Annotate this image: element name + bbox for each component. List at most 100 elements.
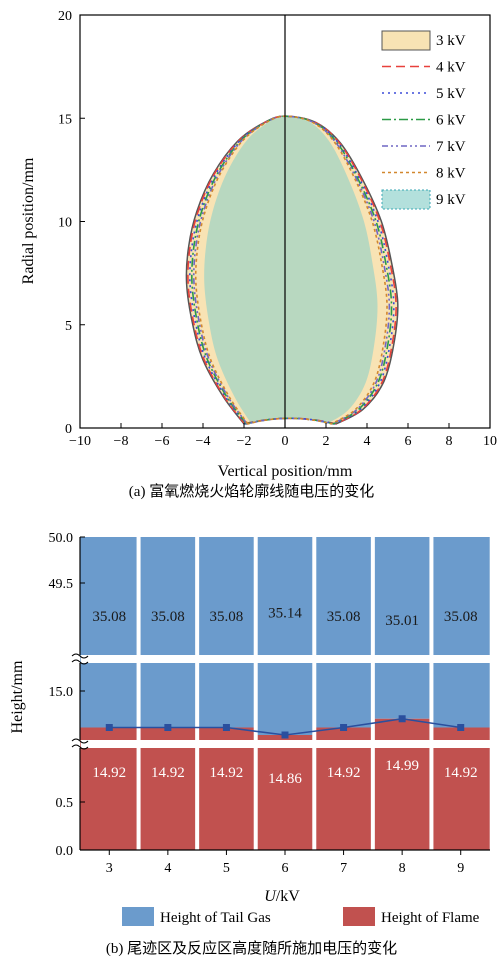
legend-label-9-kv: 9 kV	[436, 192, 466, 208]
axis-break-mark	[71, 744, 89, 750]
axis-break-gaps	[81, 537, 497, 850]
axis-break-mark	[71, 738, 89, 744]
y-axis-label: Radial position/mm	[20, 157, 37, 284]
legend-swatch-9-kv	[381, 189, 431, 210]
x-tick-label: −8	[114, 434, 129, 449]
axis-break-gap-lower	[81, 740, 497, 748]
legend-label-height-of-flame: Height of Flame	[381, 910, 480, 926]
legend: Height of Tail Gas Height of Flame	[122, 907, 480, 926]
bars	[80, 537, 490, 850]
bar-flame	[373, 718, 432, 850]
x-tick-label: −10	[69, 434, 91, 449]
contour-8-kv	[194, 115, 388, 425]
x-tick-label: 10	[483, 434, 497, 449]
y-tick-label: 0.5	[56, 796, 74, 811]
flame-value-label: 14.99	[385, 758, 419, 774]
y-tick-label: 15	[58, 112, 72, 127]
boundary-marker	[105, 724, 113, 731]
bar-tail-gas	[80, 537, 139, 728]
legend: 3 kV 4 kV 5 kV 6 kV 7 kV 8 kV 9 kV	[381, 30, 466, 210]
value-labels: 35.08 14.92 35.08 14.92 35.08 14.92 35.14 14.86…	[92, 605, 477, 787]
x-tick-label: 4	[364, 434, 371, 449]
tail-value-label: 35.08	[327, 609, 361, 625]
tick-labels: 0.0 0.5 15.0 49.5 50.0 3 4 5 6 7 8 9	[49, 531, 465, 876]
axis-ticks	[79, 14, 491, 429]
bar-flame	[256, 735, 314, 850]
y-axis-label: Height/mm	[9, 660, 26, 733]
y-tick-label: 20	[58, 9, 72, 24]
tail-value-label: 35.08	[210, 609, 244, 625]
bar-tail-gas	[256, 537, 314, 735]
x-tick-label: −4	[196, 434, 211, 449]
contour-9-kv	[204, 116, 378, 424]
x-tick-label: 6	[405, 434, 412, 449]
x-tick-label: 2	[323, 434, 330, 449]
legend-label-5-kv: 5 kV	[436, 86, 466, 102]
bar-separator	[195, 537, 200, 850]
bar-tail-gas	[314, 537, 373, 728]
legend-label-7-kv: 7 kV	[436, 139, 466, 155]
tail-value-label: 35.14	[268, 605, 302, 621]
tail-value-label: 35.08	[92, 609, 126, 625]
tick-labels: −10 −8 −6 −4 −2 0 2 4 6 8 10 0 5 10 15 20	[58, 9, 497, 449]
y-tick-label: 0	[65, 422, 72, 437]
x-tick-label: 3	[106, 861, 113, 876]
x-axis-label: Vertical position/mm	[218, 463, 353, 480]
x-tick-label: −2	[237, 434, 252, 449]
boundary-marker	[222, 724, 230, 731]
x-tick-label: −6	[155, 434, 170, 449]
boundary-marker	[281, 731, 289, 739]
legend-swatch-height-of-tail-gas	[122, 907, 154, 926]
x-tick-label: 8	[399, 861, 406, 876]
legend-swatch-height-of-flame	[343, 907, 375, 926]
contour-fills	[185, 115, 399, 425]
x-axis-unit: /kV	[276, 888, 300, 905]
x-tick-label: 7	[340, 861, 347, 876]
x-axis-label: U/kV	[264, 888, 300, 905]
boundary-line	[105, 715, 465, 739]
bar-tail-gas	[138, 537, 197, 728]
y-tick-label: 0.0	[56, 844, 74, 859]
y-tick-label: 10	[58, 216, 72, 231]
flame-value-label: 14.92	[210, 765, 244, 781]
x-tick-label: 4	[164, 861, 171, 876]
boundary-marker	[457, 724, 465, 731]
contour-lines	[187, 115, 397, 425]
tail-value-label: 35.08	[151, 609, 185, 625]
x-tick-label: 6	[282, 861, 289, 876]
legend-label-8-kv: 8 kV	[436, 166, 466, 182]
bar-tail-gas	[197, 537, 256, 728]
flame-value-label: 14.92	[92, 765, 126, 781]
legend-label-height-of-tail-gas: Height of Tail Gas	[160, 910, 271, 926]
flame-value-label: 14.92	[151, 765, 185, 781]
flame-value-label: 14.86	[268, 771, 302, 787]
flame-value-label: 14.92	[444, 765, 478, 781]
x-axis-variable: U	[264, 888, 277, 905]
x-tick-label: 8	[446, 434, 453, 449]
y-tick-label: 15.0	[49, 685, 74, 700]
flame-value-label: 14.92	[327, 765, 361, 781]
bar-separator	[370, 537, 375, 850]
y-tick-label: 50.0	[49, 531, 74, 546]
flame-contour-chart: −10 −8 −6 −4 −2 0 2 4 6 8 10 0 5 10 15 20 Vertical posi…	[20, 9, 497, 480]
y-tick-label: 49.5	[49, 577, 74, 592]
legend-label-4-kv: 4 kV	[436, 60, 466, 76]
tail-value-label: 35.01	[385, 613, 419, 629]
bar-tail-gas	[431, 537, 490, 728]
tail-value-label: 35.08	[444, 609, 478, 625]
bar-tail-gas	[373, 537, 432, 719]
axis-break-mark	[71, 653, 89, 659]
boundary-marker	[398, 715, 406, 723]
bar-separator	[312, 537, 317, 850]
x-tick-label: 0	[282, 434, 289, 449]
axis-break-gap-upper	[81, 655, 497, 663]
legend-label-3-kv: 3 kV	[436, 33, 466, 49]
axes	[71, 536, 490, 855]
legend-swatch-3-kv	[381, 30, 431, 51]
bar-separator	[136, 537, 141, 850]
caption-a: (a) 富氧燃烧火焰轮廓线随电压的变化	[128, 484, 375, 500]
caption-b: (b) 尾迹区及反应区高度随所施加电压的变化	[105, 941, 398, 957]
x-tick-label: 5	[223, 861, 230, 876]
x-tick-label: 9	[457, 861, 464, 876]
